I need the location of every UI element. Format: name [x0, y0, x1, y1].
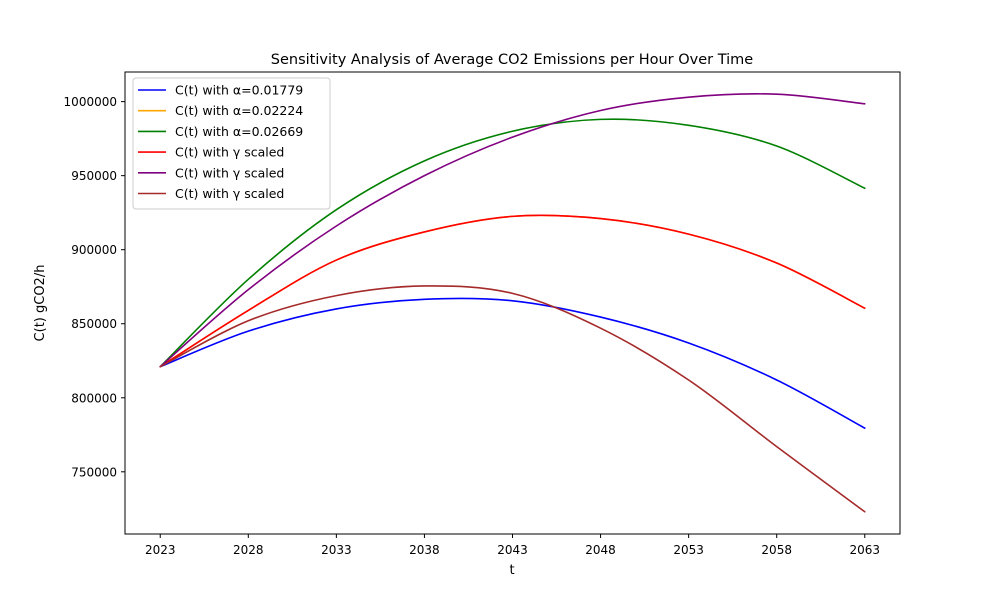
legend-label: C(t) with α=0.01779: [175, 83, 303, 98]
x-tick-label: 2023: [145, 543, 176, 557]
legend-label: C(t) with α=0.02224: [175, 103, 303, 118]
x-tick-label: 2048: [585, 543, 616, 557]
x-tick-label: 2043: [497, 543, 528, 557]
y-tick-label: 800000: [71, 391, 117, 405]
x-tick-label: 2038: [409, 543, 440, 557]
chart-title: Sensitivity Analysis of Average CO2 Emis…: [271, 52, 754, 68]
x-axis-label: t: [509, 563, 514, 578]
series-line-5: [159, 93, 866, 368]
y-axis-label: C(t) gCO2/h: [33, 265, 48, 342]
legend-box: [132, 77, 331, 210]
series-line-1: [159, 297, 866, 429]
legend-label: C(t) with γ scaled: [175, 186, 284, 201]
series-line-6: [159, 285, 866, 513]
y-tick-label: 750000: [71, 465, 117, 479]
series-line-3: [159, 118, 866, 368]
legend-label: C(t) with γ scaled: [175, 165, 284, 180]
x-axis-ticks: 2023 2028 2033 2038 2043 2048 2053 2058 2063: [145, 534, 880, 557]
y-axis-ticks: 750000 800000 850000 900000 950000 1000000: [64, 95, 125, 479]
x-tick-label: 2063: [849, 543, 880, 557]
series-line-4: [159, 214, 866, 368]
x-tick-label: 2053: [673, 543, 704, 557]
series-group: [159, 93, 866, 513]
y-tick-label: 950000: [71, 169, 117, 183]
y-tick-label: 900000: [71, 243, 117, 257]
y-tick-label: 850000: [71, 317, 117, 331]
legend-label: C(t) with α=0.02669: [175, 124, 303, 139]
legend: C(t) with α=0.01779 C(t) with α=0.02224 C(…: [132, 77, 331, 210]
y-tick-label: 1000000: [64, 95, 117, 109]
legend-label: C(t) with γ scaled: [175, 145, 284, 160]
x-tick-label: 2033: [321, 543, 352, 557]
x-tick-label: 2058: [761, 543, 792, 557]
x-tick-label: 2028: [233, 543, 264, 557]
